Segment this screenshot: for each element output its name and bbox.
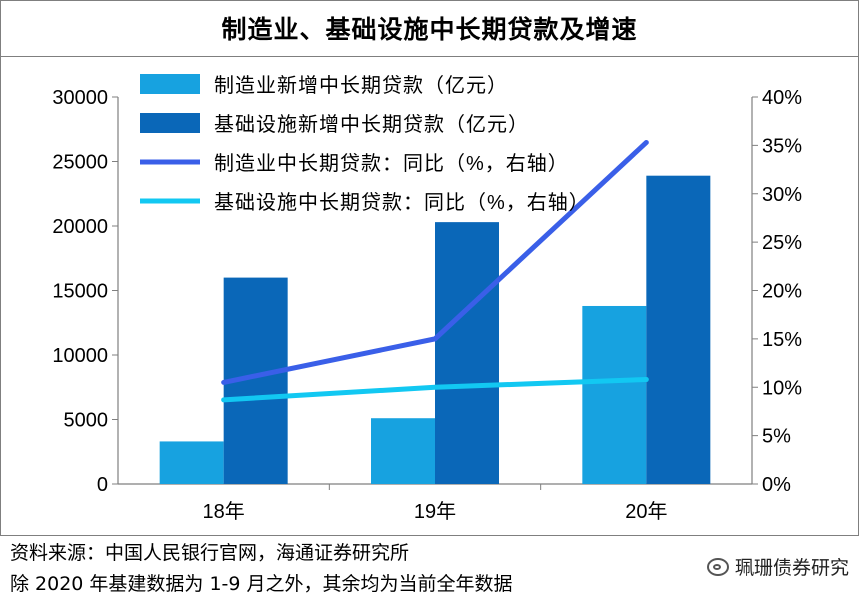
right-tick-label: 25%: [762, 232, 802, 254]
bar-infrastructure: [646, 175, 711, 484]
x-tick-label: 18年: [203, 500, 245, 523]
watermark-text: 珮珊债券研究: [734, 557, 849, 579]
right-tick-label: 5%: [762, 426, 791, 448]
legend-swatch: [140, 74, 200, 94]
right-tick-label: 30%: [762, 184, 802, 206]
legend-label: 基础设施中长期贷款：同比（%，右轴）: [214, 191, 590, 214]
line-manufacturing-yoy: [221, 139, 649, 385]
left-tick-label: 25000: [52, 152, 108, 174]
left-tick-label: 30000: [52, 87, 108, 109]
legend-label: 基础设施新增中长期贷款（亿元）: [214, 113, 529, 136]
chart-title: 制造业、基础设施中长期贷款及增速: [221, 15, 638, 44]
left-tick-label: 10000: [52, 345, 108, 367]
wechat-icon: [706, 557, 729, 576]
legend-label: 制造业中长期贷款：同比（%，右轴）: [214, 152, 569, 175]
left-tick-label: 5000: [64, 410, 109, 432]
data-note: 除 2020 年基建数据为 1-9 月之外，其余均为当前全年数据: [10, 573, 513, 595]
x-tick-label: 20年: [625, 500, 667, 523]
chart-frame: [0, 0, 859, 536]
x-tick-label: 19年: [414, 500, 456, 523]
legend-swatch: [140, 113, 200, 133]
left-tick-label: 0: [97, 474, 108, 496]
right-tick-label: 15%: [762, 329, 802, 351]
bar-manufacturing: [159, 441, 224, 484]
chart-area: 0 5000 10000 15000 20000 25000 30000 0% 5% 10% 15%…: [52, 74, 802, 523]
watermark: 珮珊债券研究: [706, 553, 849, 580]
title-divider: [0, 56, 859, 57]
right-tick-label: 40%: [762, 87, 802, 109]
bar-infrastructure: [435, 222, 499, 484]
legend-label: 制造业新增中长期贷款（亿元）: [214, 74, 508, 97]
left-tick-label: 20000: [52, 216, 108, 238]
right-tick-label: 20%: [762, 281, 802, 303]
right-tick-label: 0%: [762, 474, 791, 496]
source-note: 资料来源：中国人民银行官网，海通证券研究所: [10, 542, 410, 564]
left-tick-label: 15000: [52, 281, 108, 303]
right-tick-label: 35%: [762, 135, 802, 157]
bar-manufacturing: [371, 418, 435, 484]
line-infrastructure-yoy: [221, 377, 649, 403]
bar-manufacturing: [582, 305, 647, 484]
right-tick-label: 10%: [762, 377, 802, 399]
